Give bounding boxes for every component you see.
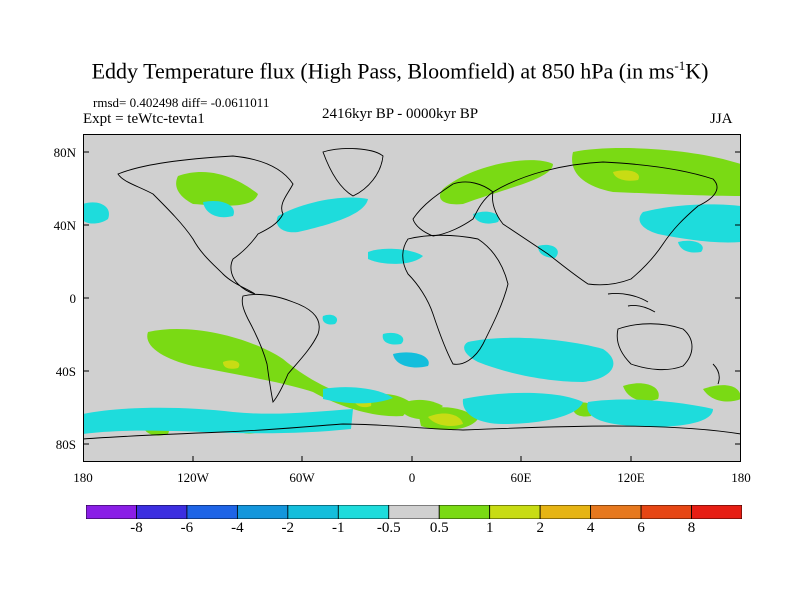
neg-region bbox=[464, 337, 614, 382]
colorbar-swatch bbox=[438, 505, 491, 519]
x-tick-label: 180 bbox=[73, 470, 93, 485]
colorbar-swatch bbox=[590, 505, 642, 519]
pos-region bbox=[147, 329, 413, 417]
map-title: Eddy Temperature flux (High Pass, Bloomf… bbox=[91, 58, 709, 84]
y-tick-label: 80S bbox=[55, 437, 76, 452]
stats-label: rmsd= 0.402498 diff= -0.0611011 bbox=[93, 95, 270, 110]
colorbar-label: -4 bbox=[231, 520, 244, 536]
x-tick-label: 60E bbox=[510, 470, 532, 485]
colorbar-label: -2 bbox=[281, 520, 295, 536]
colorbar-swatch bbox=[691, 505, 742, 519]
pos-region bbox=[623, 383, 659, 402]
pos-region bbox=[572, 148, 741, 196]
neg-region bbox=[203, 200, 234, 218]
neg-region bbox=[538, 244, 558, 258]
colorbar-label: 6 bbox=[637, 520, 645, 536]
x-tick-label: 120E bbox=[617, 470, 645, 485]
pos-region bbox=[439, 160, 553, 205]
tick-marks bbox=[83, 151, 741, 462]
y-tick-label: 40N bbox=[53, 218, 76, 233]
colorbar-label: 1 bbox=[485, 520, 494, 536]
neg-region bbox=[382, 332, 404, 345]
coastline-new-zealand bbox=[712, 363, 720, 385]
coastline-africa bbox=[402, 234, 509, 365]
anomaly-fields bbox=[83, 148, 741, 436]
colorbar-label: 8 bbox=[687, 520, 696, 536]
colorbar-swatch bbox=[640, 505, 692, 519]
coastline-south-america bbox=[241, 293, 320, 404]
neg-region bbox=[639, 204, 741, 243]
x-tick-label: 180 bbox=[731, 470, 751, 485]
colorbar-swatch bbox=[236, 505, 289, 519]
colorbar-label: 2 bbox=[536, 520, 544, 536]
coastline-antarctica bbox=[83, 423, 741, 440]
pos-region bbox=[703, 385, 741, 402]
colorbar-swatch bbox=[136, 505, 188, 519]
neg-region bbox=[368, 248, 423, 264]
coastline-asia bbox=[492, 161, 718, 286]
coastline-north-america bbox=[117, 155, 294, 295]
coastlines bbox=[83, 148, 741, 440]
colorbar-swatch bbox=[186, 505, 238, 519]
colorbar-swatch bbox=[388, 505, 440, 519]
neg-region bbox=[83, 202, 109, 224]
colorbar-swatch bbox=[86, 505, 137, 519]
season-label: JJA bbox=[710, 111, 733, 127]
map-panel bbox=[83, 134, 741, 462]
neg-region bbox=[462, 392, 583, 424]
colorbar-label: 4 bbox=[586, 520, 595, 536]
neg-region bbox=[678, 240, 703, 253]
neg-region bbox=[587, 399, 713, 427]
neg-region bbox=[322, 314, 338, 325]
colorbar-label: -0.5 bbox=[376, 520, 401, 536]
pos-region bbox=[223, 360, 240, 369]
x-tick-label: 60W bbox=[289, 470, 315, 485]
y-tick-label: 40S bbox=[55, 364, 76, 379]
neg-region bbox=[276, 197, 368, 233]
coastline-australia bbox=[616, 323, 693, 371]
colorbar-label: 0.5 bbox=[429, 520, 449, 536]
x-tick-label: 0 bbox=[408, 470, 416, 485]
neg-region bbox=[393, 352, 429, 368]
coastline-greenland bbox=[322, 148, 384, 197]
pos-region bbox=[428, 413, 463, 426]
y-tick-label: 0 bbox=[69, 291, 77, 306]
colorbar-label: -8 bbox=[130, 520, 143, 536]
coastline-indonesia bbox=[607, 293, 656, 313]
pos-region bbox=[613, 170, 639, 181]
colorbar-label: -6 bbox=[180, 520, 194, 536]
x-tick-label: 120W bbox=[177, 470, 209, 485]
coastline-europe bbox=[412, 181, 494, 237]
colorbar-swatch bbox=[287, 505, 339, 519]
colorbar-swatch bbox=[337, 505, 390, 519]
neg-region bbox=[323, 387, 393, 404]
y-tick-label: 80N bbox=[53, 145, 76, 160]
colorbar-label: -1 bbox=[332, 520, 345, 536]
neg-region bbox=[83, 407, 353, 434]
colorbar-swatch bbox=[539, 505, 592, 519]
experiment-label: Expt = teWtc-tevta1 bbox=[83, 111, 205, 127]
colorbar-swatch bbox=[489, 505, 541, 519]
period-label: 2416kyr BP - 0000kyr BP bbox=[322, 106, 479, 122]
colorbar bbox=[86, 505, 742, 519]
neg-region bbox=[473, 211, 499, 224]
pos-region bbox=[176, 172, 258, 206]
